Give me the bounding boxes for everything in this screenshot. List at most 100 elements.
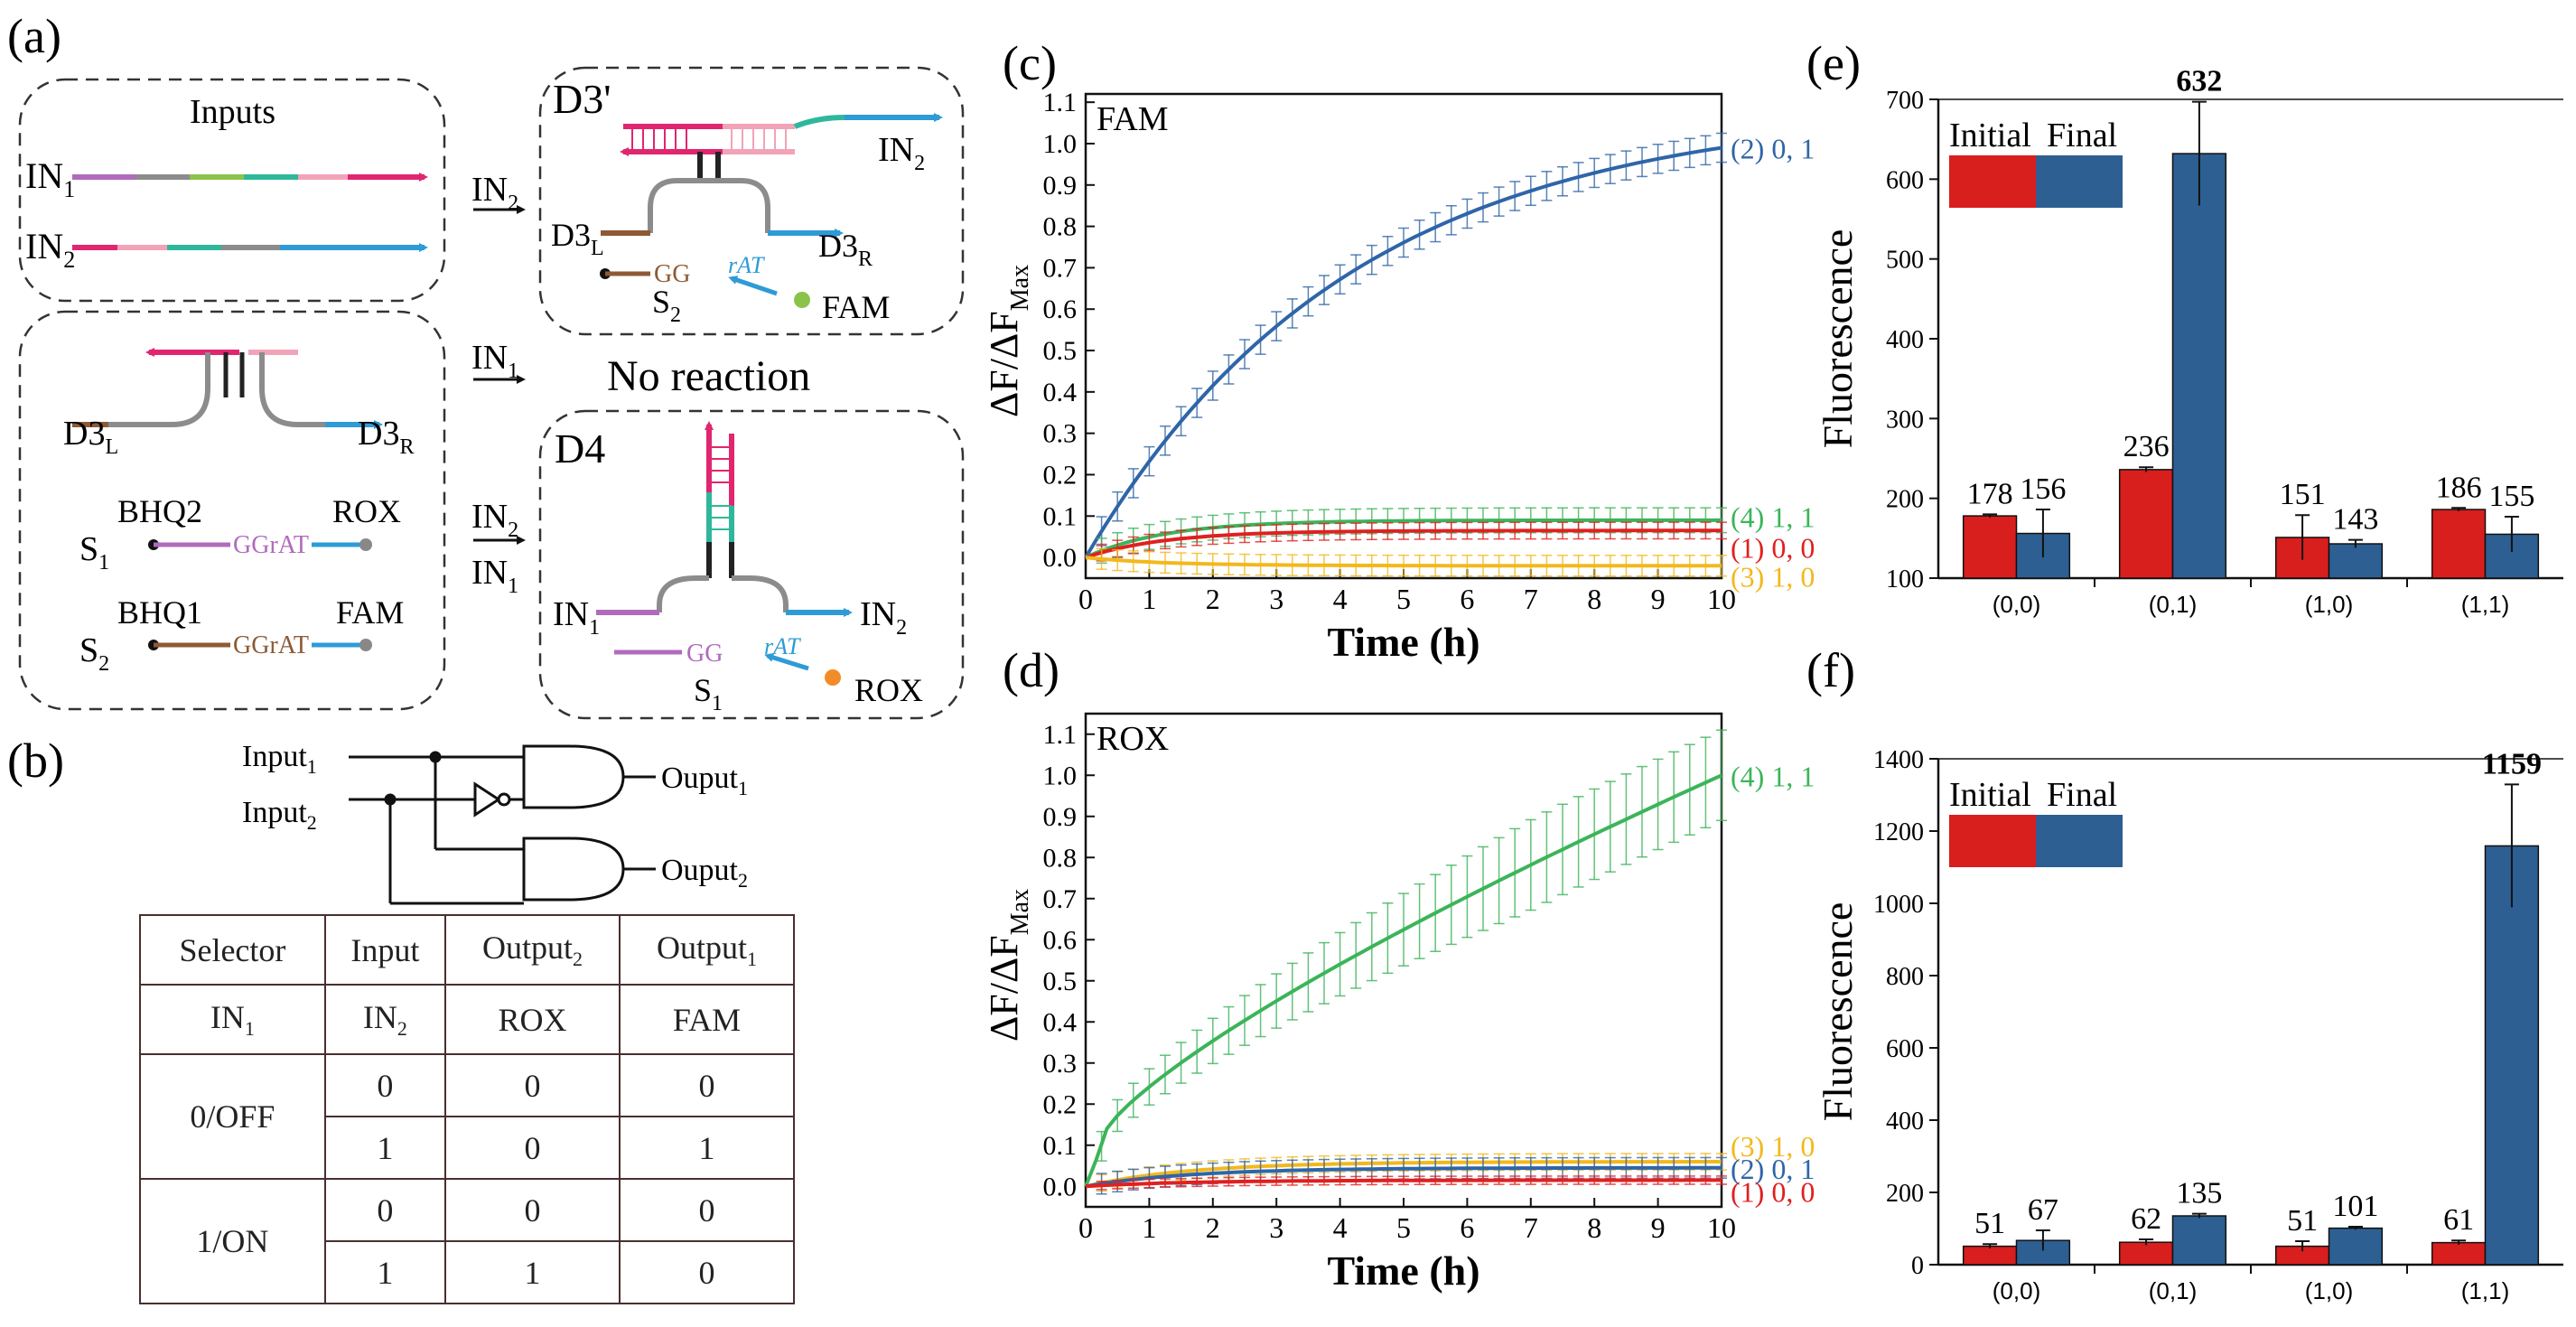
y-tick-label: 1.0 <box>1043 129 1078 159</box>
table-cell: 0 <box>444 1178 621 1243</box>
x-tick-label: 8 <box>1587 1211 1601 1244</box>
d4-gg: GG <box>686 640 723 668</box>
d3prime-rat: rAT <box>728 252 765 278</box>
data-label: 51 <box>2287 1204 2318 1238</box>
d4-title: D4 <box>555 425 605 472</box>
d4-in2-label: IN2 <box>860 595 907 640</box>
d3prime-d3r-label: D3R <box>818 228 873 271</box>
truth-table-header-row: Selector Input Output2 Output1 <box>139 913 795 986</box>
y-axis-title: ΔF/ΔFMax <box>982 889 1034 1042</box>
rox-label: ROX <box>332 493 401 529</box>
table-cell: 1 <box>619 1116 795 1181</box>
bar-initial <box>1962 515 2018 579</box>
y-tick-label: 1200 <box>1873 818 1924 846</box>
series-label: (1) 0, 0 <box>1731 1176 1815 1209</box>
table-cell: 1 <box>444 1240 621 1304</box>
table-cell: 0 <box>619 1178 795 1243</box>
arrow-in2-label: IN2 <box>471 171 518 215</box>
fam-label: FAM <box>336 594 404 631</box>
x-tick-label: 1 <box>1142 583 1156 615</box>
bar-final <box>2328 1227 2384 1266</box>
data-label: 156 <box>2020 472 2066 506</box>
x-tick-label: 0 <box>1078 583 1093 615</box>
truth-subheader-fam: FAM <box>619 984 795 1056</box>
truth-selector-on: 1/ON <box>139 1178 326 1304</box>
bar-initial <box>1962 1245 2018 1266</box>
inputs-title: Inputs <box>190 93 275 131</box>
chart-title: FAM <box>1097 100 1169 138</box>
data-label: 632 <box>2176 65 2222 98</box>
legend-label-final: Final <box>2047 117 2117 154</box>
table-cell: 0 <box>323 1178 447 1243</box>
logic-output1-label: Ouput1 <box>661 762 748 799</box>
chart-rox-kinetics: 0 1 2 3 4 5 6 7 8 9 10 0.0 0.1 0.2 0.3 0.4 0.5 0.6 0.7 0.8 0… <box>982 712 1815 1294</box>
table-cell: 1 <box>323 1116 447 1181</box>
truth-subheader-in2: IN2 <box>323 984 447 1056</box>
d4-box <box>538 409 965 720</box>
series-label: (2) 0, 1 <box>1731 133 1815 165</box>
data-label: 186 <box>2436 471 2482 504</box>
bhq1-label: BHQ1 <box>117 594 202 631</box>
y-axis-title: Fluorescence <box>1815 229 1861 449</box>
data-label: 51 <box>1974 1207 2005 1240</box>
x-tick-label: 5 <box>1396 1211 1411 1244</box>
y-tick-label: 0.2 <box>1043 1089 1078 1119</box>
y-tick-label: 0.5 <box>1043 967 1078 996</box>
y-tick-label: 800 <box>1886 963 1924 991</box>
reactants-box <box>18 310 446 711</box>
y-tick-label: 0.3 <box>1043 1049 1078 1079</box>
logic-input1-label: Input1 <box>242 740 317 778</box>
x-tick-label: 4 <box>1333 583 1348 615</box>
d4-rox-label: ROX <box>854 672 923 708</box>
legend-label-final: Final <box>2047 776 2117 814</box>
table-row: 1 1 0 <box>140 1240 795 1304</box>
data-label: 1159 <box>2482 747 2542 780</box>
y-tick-label: 0.5 <box>1043 336 1078 366</box>
y-tick-label: 0.8 <box>1043 843 1078 873</box>
y-tick-label: 0.7 <box>1043 253 1078 283</box>
x-tick-label: 3 <box>1269 1211 1283 1244</box>
x-tick-label: 9 <box>1651 583 1666 615</box>
x-tick-label: 10 <box>1707 1211 1736 1244</box>
series-label: (3) 1, 0 <box>1731 1130 1815 1163</box>
y-tick-label: 0.0 <box>1043 1172 1078 1201</box>
arrow-in1-label: IN1 <box>471 339 518 383</box>
y-tick-label: 0.1 <box>1043 1131 1078 1161</box>
y-tick-label: 0.7 <box>1043 884 1078 914</box>
y-tick-label: 1400 <box>1873 746 1924 774</box>
truth-subheader-in1: IN1 <box>139 984 326 1056</box>
inputs-box <box>18 78 446 303</box>
x-tick-label: 3 <box>1269 583 1283 615</box>
d3-complex <box>72 348 383 429</box>
arrow-combo-top-label: IN2 <box>471 498 518 542</box>
x-tick-label: (1,0) <box>2305 1277 2353 1304</box>
truth-header-selector: Selector <box>139 913 326 986</box>
bar-final <box>2171 1215 2227 1266</box>
bar-initial <box>2431 509 2487 579</box>
x-tick-label: 4 <box>1333 1211 1348 1244</box>
bar-final <box>2328 543 2384 579</box>
y-tick-label: 0.1 <box>1043 501 1078 531</box>
y-tick-label: 1000 <box>1873 891 1924 919</box>
y-tick-label: 200 <box>1886 486 1924 514</box>
d3prime-gg: GG <box>654 260 690 288</box>
x-tick-label: 9 <box>1651 1211 1666 1244</box>
chart-fam-fluorescence: 100 200 300 400 500 600 700 Fluorescence (0,0) 17… <box>1815 65 2563 618</box>
arrow-combo-bottom-label: IN1 <box>471 554 518 598</box>
y-tick-label: 0.6 <box>1043 925 1078 955</box>
s2-strand <box>148 639 372 651</box>
y-tick-label: 0.9 <box>1043 802 1078 832</box>
s1-strand <box>148 538 372 551</box>
legend-label-initial: Initial <box>1949 776 2031 814</box>
in2-label: IN2 <box>25 226 75 273</box>
truth-subheader-rox: ROX <box>444 984 621 1056</box>
truth-table: Selector Input Output2 Output1 IN1 IN2 R… <box>139 913 795 1304</box>
y-tick-label: 0.3 <box>1043 419 1078 449</box>
legend-label-initial: Initial <box>1949 117 2031 154</box>
legend-swatch-final <box>2036 815 2123 867</box>
x-tick-label: 1 <box>1142 1211 1156 1244</box>
reaction-arrows <box>473 205 526 545</box>
bar-initial <box>2431 1241 2487 1266</box>
chart-rox-fluorescence: 0 200 400 600 800 1000 1200 1400 Fluorescence (0,… <box>1815 746 2563 1304</box>
d3prime-hybridization-ticks <box>631 126 787 152</box>
